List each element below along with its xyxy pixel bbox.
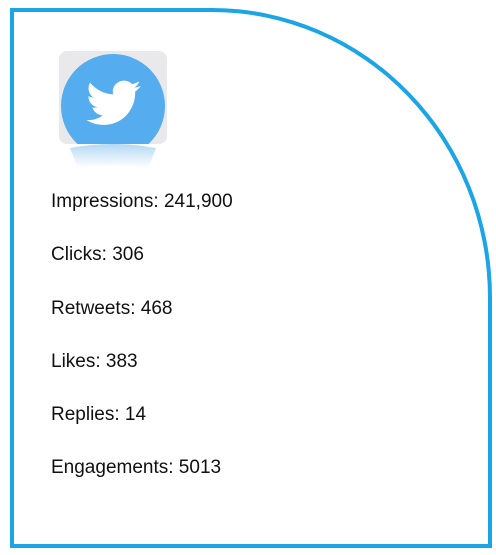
stat-line: Likes: 383 (51, 350, 138, 372)
stat-line: Clicks: 306 (51, 244, 144, 266)
stat-line: Replies: 14 (51, 404, 147, 426)
stats-card: Impressions: 241,900 Clicks: 306 Retweets:… (10, 8, 492, 548)
stats-list: Impressions: 241,900 Clicks: 306 Retweets:… (51, 188, 233, 508)
stat-line: Impressions: 241,900 (51, 191, 233, 212)
stat-line: Engagements: 5013 (51, 457, 222, 479)
twitter-icon (59, 51, 167, 168)
stat-line: Retweets: 468 (51, 297, 173, 319)
icon-reflection (70, 144, 156, 168)
bird (86, 80, 141, 125)
